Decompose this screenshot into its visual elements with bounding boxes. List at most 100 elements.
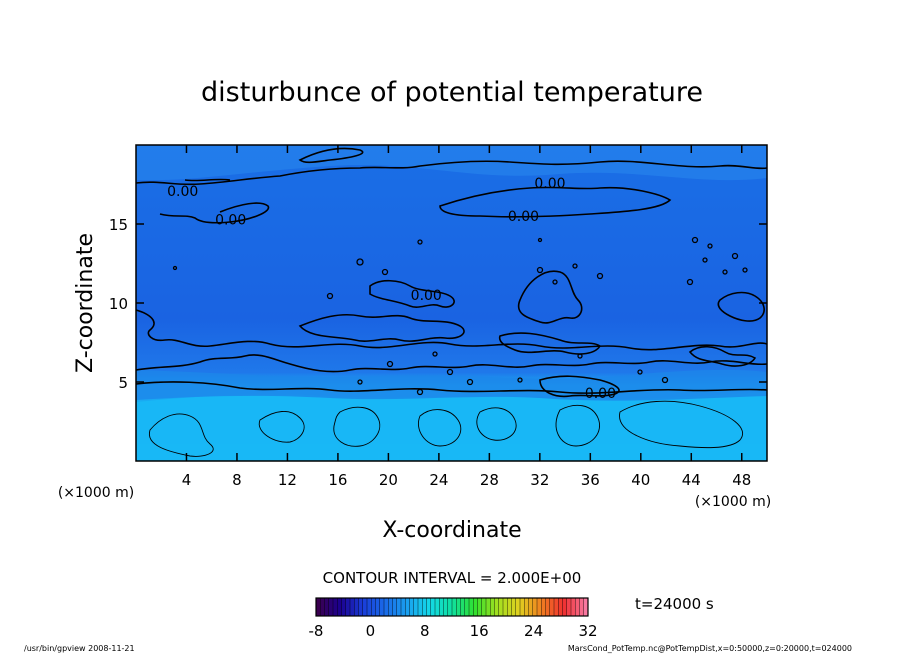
- x-tick-label: 24: [429, 471, 448, 489]
- x-tick-label: 28: [480, 471, 499, 489]
- colorbar-cell: [456, 598, 461, 616]
- colorbar-cell: [524, 598, 529, 616]
- colorbar-cell: [418, 598, 423, 616]
- colorbar-cell: [341, 598, 347, 616]
- x-unit-left: (×1000 m): [58, 485, 134, 501]
- colorbar-cell: [583, 598, 589, 616]
- colorbar-cell: [333, 598, 338, 616]
- colorbar-cell: [409, 598, 415, 616]
- colorbar-cell: [354, 598, 359, 616]
- colorbar-cell: [515, 598, 521, 616]
- colorbar-cell: [316, 598, 321, 616]
- contour-labels: 0.00 0.00 0.00 0.00 0.00 0.00: [167, 176, 616, 402]
- colorbar-tick-label: 32: [578, 622, 597, 640]
- colorbar-cell: [460, 598, 466, 616]
- colorbar-cell: [452, 598, 457, 616]
- y-axis: 5 10 15: [109, 216, 767, 392]
- colorbar-cell: [439, 598, 444, 616]
- colorbar-cell: [379, 598, 385, 616]
- colorbar-cell: [494, 598, 500, 616]
- colorbar: [315, 597, 589, 617]
- colorbar-tick-label: 16: [470, 622, 489, 640]
- x-tick-label: 32: [530, 471, 549, 489]
- colorbar-cell: [469, 598, 474, 616]
- colorbar-cell: [375, 598, 381, 616]
- colorbar-cell: [345, 598, 351, 616]
- colorbar-cell: [520, 598, 525, 616]
- colorbar-cell: [558, 598, 563, 616]
- plot-area: [136, 145, 767, 461]
- colorbar-cell: [571, 598, 576, 616]
- x-tick-label: 44: [682, 471, 701, 489]
- colorbar-cell: [413, 598, 419, 616]
- colorbar-cell: [545, 598, 551, 616]
- colorbar-cell: [371, 598, 376, 616]
- colorbar-cell: [477, 598, 483, 616]
- colorbar-cell: [532, 598, 538, 616]
- colorbar-cell: [358, 598, 364, 616]
- contour-lines: [135, 147, 768, 457]
- colorbar-cell: [473, 598, 478, 616]
- colorbar-cell: [388, 598, 393, 616]
- colorbar-cell: [562, 598, 568, 616]
- colorbar-cell: [443, 598, 449, 616]
- colorbar-cell: [350, 598, 355, 616]
- colorbar-cell: [549, 598, 555, 616]
- colorbar-cell: [384, 598, 389, 616]
- colorbar-cell: [507, 598, 512, 616]
- colorbar-cell: [401, 598, 406, 616]
- colorbar-cell: [362, 598, 368, 616]
- y-tick-label: 15: [109, 216, 128, 234]
- colorbar-cell: [579, 598, 585, 616]
- x-tick-label: 48: [732, 471, 751, 489]
- colorbar-cell: [426, 598, 432, 616]
- x-tick-label: 16: [328, 471, 347, 489]
- colorbar-cell: [528, 598, 534, 616]
- contour-label: 0.00: [167, 184, 198, 200]
- contour-label: 0.00: [411, 288, 442, 304]
- contour-label: 0.00: [215, 212, 246, 228]
- chart-title: disturbunce of potential temperature: [201, 77, 703, 108]
- time-label: t=24000 s: [635, 595, 714, 613]
- contour-label: 0.00: [534, 176, 565, 192]
- x-tick-label: 20: [379, 471, 398, 489]
- contour-label: 0.00: [508, 209, 539, 225]
- colorbar-tick-label: 24: [524, 622, 543, 640]
- y-tick-label: 10: [109, 295, 128, 313]
- x-axis-label: X-coordinate: [382, 518, 521, 543]
- colorbar-cell: [324, 598, 330, 616]
- colorbar-tick-label: -8: [309, 622, 324, 640]
- x-tick-label: 36: [581, 471, 600, 489]
- colorbar-tick-label: 0: [366, 622, 376, 640]
- colorbar-cell: [511, 598, 517, 616]
- colorbar-cell: [328, 598, 334, 616]
- x-tick-label: 12: [278, 471, 297, 489]
- footer-right: MarsCond_PotTemp.nc@PotTempDist,x=0:5000…: [568, 644, 852, 653]
- colorbar-cell: [498, 598, 504, 616]
- colorbar-cell: [503, 598, 508, 616]
- colorbar-ticks: -8 0 8 16 24 32: [309, 622, 598, 640]
- colorbar-cell: [392, 598, 398, 616]
- colorbar-cell: [447, 598, 453, 616]
- colorbar-cell: [541, 598, 546, 616]
- colorbar-cell: [481, 598, 487, 616]
- footer-left: /usr/bin/gpview 2008-11-21: [24, 644, 135, 653]
- colorbar-cell: [537, 598, 542, 616]
- colorbar-cell: [320, 598, 325, 616]
- contour-interval: CONTOUR INTERVAL = 2.000E+00: [323, 569, 582, 587]
- contour-speckles: [172, 236, 748, 396]
- colorbar-cell: [486, 598, 491, 616]
- colorbar-cell: [435, 598, 440, 616]
- x-axis: 4 8 12 16 20 24 28 32 36 40 44 48: [182, 145, 751, 489]
- colorbar-cell: [337, 598, 342, 616]
- colorbar-tick-label: 8: [420, 622, 430, 640]
- x-tick-label: 40: [631, 471, 650, 489]
- colorbar-cell: [430, 598, 436, 616]
- colorbar-frame: [315, 597, 589, 617]
- y-tick-label: 5: [118, 374, 128, 392]
- colorbar-cell: [575, 598, 580, 616]
- y-axis-label: Z-coordinate: [73, 233, 98, 373]
- colorbar-cell: [554, 598, 559, 616]
- x-tick-label: 4: [182, 471, 192, 489]
